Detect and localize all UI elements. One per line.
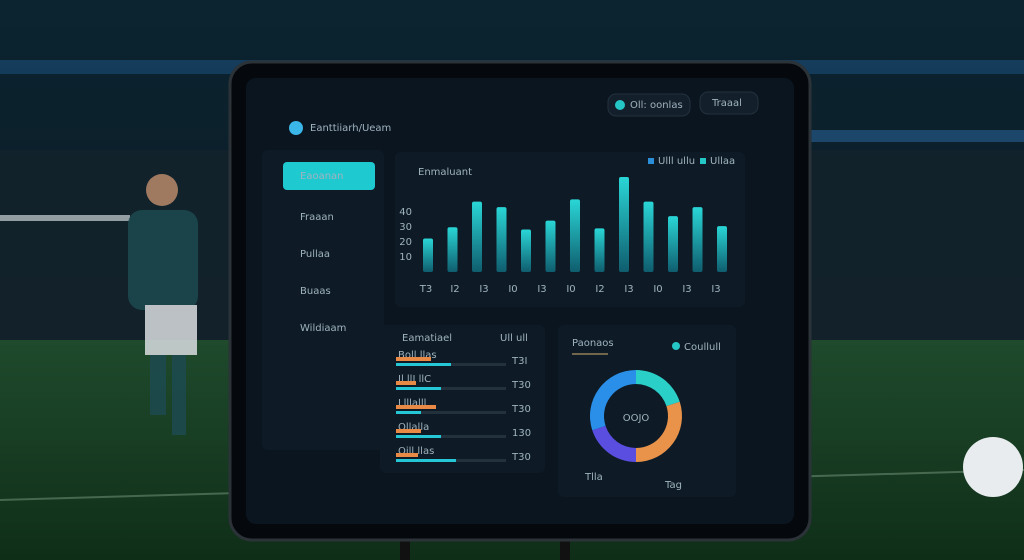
sidebar-items: Eaoanan Fraaan Pullaa Buaas Wildiaam (283, 162, 375, 334)
donut-center: OOJO (623, 413, 650, 424)
x-tick-label: I3 (711, 284, 720, 295)
row-bar-teal (396, 363, 451, 366)
bar (643, 201, 654, 272)
goal-post (0, 215, 130, 221)
row-value: T30 (511, 404, 531, 415)
x-tick-label: I3 (624, 284, 633, 295)
row-bar-teal (396, 387, 441, 390)
row-bar-orange (396, 405, 436, 409)
row-bar-teal (396, 459, 456, 462)
bar (447, 227, 458, 272)
donut-segment (592, 425, 636, 462)
bar (717, 226, 727, 272)
row-label: Il llI llC (398, 374, 431, 385)
row-bar-teal (396, 435, 441, 438)
x-tick-label: I3 (682, 284, 691, 295)
donut-segment (636, 401, 682, 462)
row-bar-orange (396, 453, 418, 457)
y-tick-label: 10 (399, 252, 412, 263)
row-track (396, 435, 506, 438)
bar (594, 228, 605, 272)
row-track (396, 411, 506, 414)
bar (692, 207, 703, 272)
list-subtitle: Ull ull (500, 333, 528, 344)
row-label: Ollalla (398, 422, 429, 433)
donut-footer: Tag (664, 480, 682, 491)
donut-panel (558, 325, 736, 497)
sidebar-active[interactable] (283, 162, 375, 190)
sidebar (262, 150, 384, 450)
x-tick-label: I3 (537, 284, 546, 295)
x-tick-label: I3 (479, 284, 488, 295)
x-tick-label: I0 (566, 284, 575, 295)
bar (472, 201, 482, 272)
top-button[interactable] (607, 93, 691, 117)
row-track (396, 387, 506, 390)
brand-logo (289, 121, 303, 135)
sidebar-label: Pullaa (300, 249, 330, 260)
football (963, 437, 1023, 497)
row-label: Oill llas (398, 446, 434, 457)
legend-swatch (648, 158, 654, 164)
row-label: Boll llas (398, 350, 437, 361)
bar (423, 238, 433, 272)
y-tick-label: 20 (399, 237, 412, 248)
sidebar-label: Wildiaam (300, 323, 346, 334)
bar (668, 216, 678, 272)
donut-segment (590, 370, 636, 431)
player (128, 174, 198, 435)
x-tick-label: I2 (450, 284, 459, 295)
top-button[interactable] (699, 91, 759, 115)
row-value: T30 (511, 452, 531, 463)
row-bar-orange (396, 357, 431, 361)
x-tick-label: I2 (595, 284, 604, 295)
row-value: T30 (511, 380, 531, 391)
top-button-label: Traaal (711, 98, 742, 109)
bar (570, 199, 580, 272)
stadium-banner (800, 130, 1024, 142)
button-icon (615, 100, 625, 110)
legend-entry: Ullaa (710, 156, 735, 167)
legend-swatch (700, 158, 706, 164)
list-rows: Boll llas T3I Il llI llC T30 Llllalll T30 Olla… (396, 350, 531, 463)
donut-footer: Tlla (584, 472, 603, 483)
row-bar-orange (396, 429, 421, 433)
sidebar-label: Fraaan (300, 212, 334, 223)
bar-chart: 40 30 20 10 T3 I2 I3 I0 I3 I0 I2 I3 I0 I3 I3 (399, 177, 727, 295)
donut-legend: Coullull (684, 342, 721, 353)
legend-entry: Ulll ullu (658, 156, 695, 167)
bar (545, 220, 556, 272)
brand: Eanttiiarh/Ueam (310, 123, 391, 134)
x-tick-label: I0 (653, 284, 662, 295)
donut-title: Paonaos (572, 338, 614, 349)
bar (521, 229, 531, 272)
x-tick-label: T3 (419, 284, 432, 295)
row-value: 130 (512, 428, 531, 439)
bar (496, 207, 507, 272)
donut-segment (636, 370, 680, 407)
x-tick-label: I0 (508, 284, 517, 295)
donut-chart (590, 370, 682, 462)
y-tick-label: 40 (399, 207, 412, 218)
top-button-label: Oll: oonlas (630, 100, 683, 111)
sidebar-label: Eaoanan (300, 171, 344, 182)
bar (619, 177, 629, 272)
legend-swatch (672, 342, 680, 350)
bar-chart-title: Enmaluant (418, 167, 472, 178)
row-bar-teal (396, 411, 421, 414)
y-tick-label: 30 (399, 222, 412, 233)
sidebar-label: Buaas (300, 286, 331, 297)
row-bar-orange (396, 381, 416, 385)
row-value: T3I (511, 356, 527, 367)
row-label: Llllalll (398, 398, 426, 409)
list-title: Eamatiael (402, 333, 452, 344)
